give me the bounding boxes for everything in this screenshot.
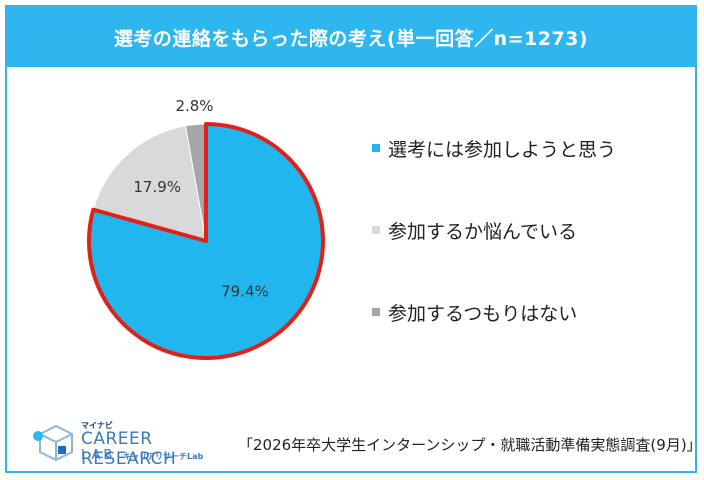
- legend-swatch: [372, 226, 380, 234]
- logo-main-text: CAREER RESEARCH: [81, 429, 177, 469]
- source-note: 「2026年卒大学生インターンシップ・就職活動準備実態調査(9月)」: [238, 436, 702, 454]
- legend: 選考には参加しようと思う 参加するか悩んでいる 参加するつもりはない: [372, 128, 616, 374]
- pie-data-label: 2.8%: [175, 97, 213, 115]
- legend-label: 参加するつもりはない: [388, 302, 578, 325]
- legend-item: 参加するつもりはない: [372, 292, 616, 332]
- pie-data-label: 17.9%: [133, 178, 181, 196]
- logo-sub-text: キャリアリサーチLab: [123, 452, 204, 461]
- chart-title: 選考の連絡をもらった際の考え(単一回答／n=1273): [7, 7, 695, 67]
- logo-lab-text: LAB: [81, 448, 116, 463]
- pie-data-label: 79.4%: [221, 283, 269, 301]
- legend-item: 選考には参加しようと思う: [372, 128, 616, 168]
- logo-kana: マイナビ: [81, 421, 113, 430]
- pie-slice: [92, 125, 207, 242]
- pie-slice-highlight: [87, 122, 325, 360]
- career-research-lab-logo: マイナビ CAREER RESEARCH LAB キャリアリサーチLab: [32, 420, 242, 469]
- cube-logo-icon: [33, 424, 73, 462]
- legend-label: 選考には参加しようと思う: [388, 138, 617, 161]
- legend-item: 参加するか悩んでいる: [372, 210, 616, 250]
- legend-swatch: [372, 308, 380, 316]
- legend-swatch: [372, 144, 380, 152]
- legend-label: 参加するか悩んでいる: [388, 220, 578, 243]
